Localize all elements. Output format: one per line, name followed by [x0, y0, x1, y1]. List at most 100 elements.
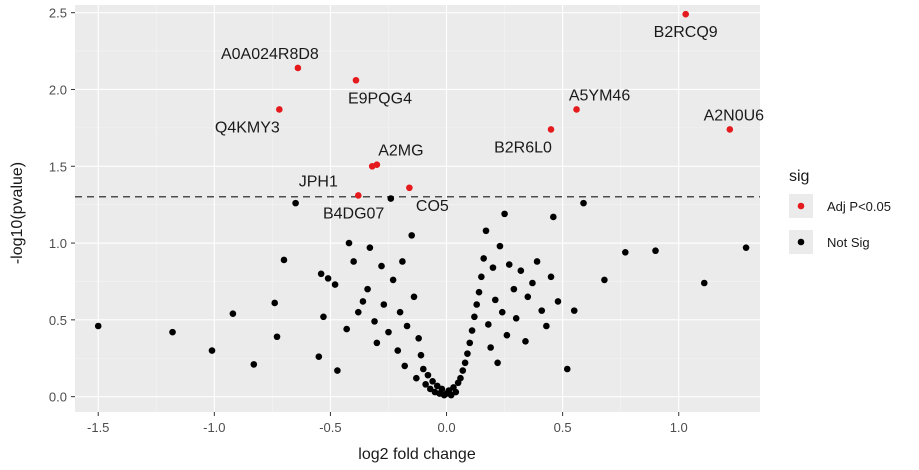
point-sig — [354, 192, 362, 199]
point-notsig — [331, 281, 339, 288]
point-sig — [352, 76, 360, 84]
point-notsig — [485, 321, 492, 328]
point-sig — [682, 10, 689, 18]
point-notsig — [622, 248, 629, 256]
point-notsig — [350, 258, 357, 265]
point-notsig — [480, 255, 487, 262]
axes: -1.5 -1.0 -0.5 0.0 0.5 1.0 0.0 0.5 1.0 1.5 2.0 2.5 — [49, 6, 688, 435]
point-notsig — [503, 331, 511, 339]
point-label-b2r6l0: B2R6L0 — [494, 139, 552, 156]
point-notsig — [543, 322, 550, 330]
point-notsig — [426, 385, 434, 393]
point-label-a2mg: A2MG — [378, 143, 423, 160]
point-notsig — [538, 307, 546, 314]
point-notsig — [424, 371, 432, 379]
point-notsig — [475, 288, 483, 296]
point-notsig — [487, 344, 494, 351]
point-notsig — [371, 318, 378, 325]
x-tick-label: -0.5 — [319, 420, 341, 435]
point-notsig — [324, 275, 332, 282]
point-notsig — [320, 313, 327, 321]
point-label-q4kmy3: Q4KMY3 — [215, 119, 280, 136]
point-notsig — [464, 350, 471, 357]
point-notsig — [496, 242, 504, 250]
point-label-a2n0u6: A2N0U6 — [704, 107, 765, 124]
point-notsig — [524, 293, 532, 301]
point-notsig — [169, 328, 176, 336]
point-label-a0a024r8d8: A0A024R8D8 — [221, 46, 319, 63]
legend-label-sig: Adj P<0.05 — [827, 199, 891, 214]
point-notsig — [547, 273, 555, 281]
point-notsig — [408, 232, 415, 239]
x-tick-label: -1.0 — [203, 420, 225, 435]
point-labels: B2RCQ9 A0A024R8D8 E9PQG4 Q4KMY3 A5YM46 B2R6L0… — [215, 24, 764, 222]
point-notsig — [468, 327, 476, 334]
point-sig — [368, 162, 376, 170]
point-label-co5: CO5 — [416, 198, 449, 215]
legend-dot-sig — [797, 202, 805, 210]
point-notsig — [457, 374, 464, 382]
point-notsig — [501, 210, 508, 218]
x-axis-title: log2 fold change — [358, 446, 476, 463]
data-points — [94, 10, 750, 399]
y-tick-label: 0.5 — [49, 313, 67, 328]
y-tick-label: 2.0 — [49, 82, 67, 97]
legend-label-notsig: Not Sig — [827, 235, 870, 250]
point-notsig — [343, 325, 350, 333]
point-notsig — [742, 244, 750, 251]
point-notsig — [417, 351, 425, 359]
point-notsig — [208, 347, 216, 354]
point-notsig — [373, 339, 381, 347]
x-tick-label: -1.5 — [87, 420, 109, 435]
point-notsig — [422, 381, 429, 388]
point-notsig — [389, 276, 397, 284]
point-notsig — [459, 367, 467, 374]
point-notsig — [250, 361, 258, 368]
point-notsig — [563, 365, 571, 373]
x-tick-label: 1.0 — [670, 420, 688, 435]
point-notsig — [433, 382, 441, 390]
point-notsig — [438, 385, 446, 393]
point-notsig — [401, 362, 409, 370]
point-notsig — [315, 353, 323, 361]
point-notsig — [533, 258, 541, 265]
point-notsig — [554, 298, 562, 305]
point-notsig — [399, 258, 406, 265]
point-notsig — [461, 359, 469, 367]
point-notsig — [273, 333, 281, 341]
point-sig — [294, 64, 302, 72]
point-notsig — [366, 244, 374, 251]
y-tick-label: 2.5 — [49, 6, 67, 21]
point-notsig — [380, 301, 388, 308]
point-notsig — [471, 313, 478, 321]
point-notsig — [473, 301, 481, 308]
point-notsig — [364, 285, 371, 293]
point-label-a5ym46: A5YM46 — [569, 87, 630, 104]
point-notsig — [94, 322, 102, 330]
point-notsig — [280, 256, 288, 264]
point-notsig — [529, 279, 536, 287]
legend: sig Adj P<0.05 Not Sig — [789, 168, 891, 254]
y-axis-title: -log10(pvalue) — [9, 162, 26, 264]
point-notsig — [429, 377, 436, 385]
legend-dot-notsig — [797, 238, 805, 246]
y-tick-label: 1.0 — [49, 236, 67, 251]
point-notsig — [359, 298, 367, 305]
point-notsig — [452, 388, 460, 396]
point-notsig — [491, 296, 499, 304]
point-notsig — [292, 199, 299, 207]
point-sig — [726, 126, 734, 133]
point-notsig — [403, 322, 411, 330]
point-notsig — [354, 308, 362, 316]
point-label-e9pqg4: E9PQG4 — [348, 90, 412, 107]
point-notsig — [550, 213, 557, 221]
y-tick-label: 1.5 — [49, 159, 67, 174]
point-notsig — [652, 247, 659, 255]
plot-panel — [75, 5, 760, 412]
point-notsig — [396, 308, 404, 316]
point-notsig — [420, 365, 427, 373]
point-notsig — [489, 264, 497, 271]
point-sig — [276, 106, 283, 113]
point-notsig — [494, 359, 501, 367]
